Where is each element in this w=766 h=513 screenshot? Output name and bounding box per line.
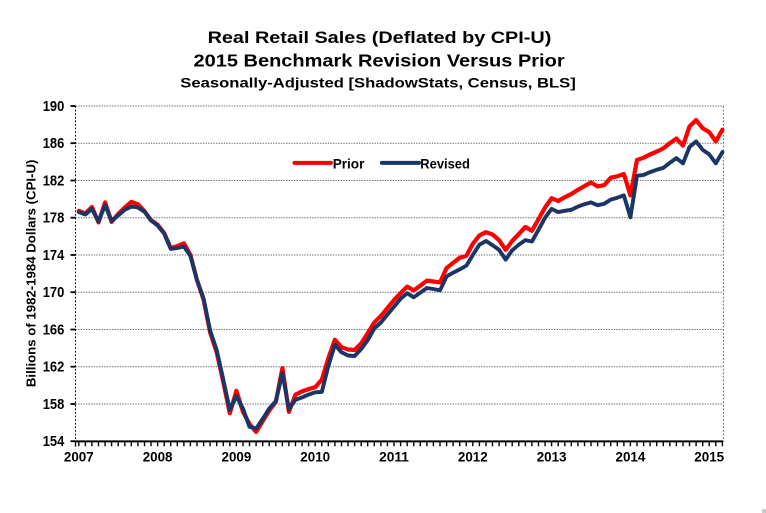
svg-text:158: 158: [43, 397, 65, 413]
svg-text:Prior: Prior: [333, 155, 365, 171]
svg-text:2014: 2014: [616, 449, 646, 465]
svg-text:182: 182: [43, 173, 65, 189]
svg-text:2008: 2008: [143, 449, 173, 465]
svg-text:2013: 2013: [537, 449, 567, 465]
svg-text:186: 186: [43, 136, 65, 152]
svg-text:2009: 2009: [222, 449, 252, 465]
svg-text:2012: 2012: [458, 449, 488, 465]
svg-text:190: 190: [43, 99, 65, 115]
svg-text:Revised: Revised: [420, 155, 470, 171]
svg-text:162: 162: [43, 360, 65, 376]
svg-text:178: 178: [43, 211, 65, 227]
svg-text:174: 174: [43, 248, 65, 264]
svg-text:Billions of 1982-1984 Dollars: Billions of 1982-1984 Dollars (CPI-U): [23, 160, 38, 388]
svg-text:2007: 2007: [64, 449, 94, 465]
svg-text:2011: 2011: [379, 449, 409, 465]
svg-text:154: 154: [43, 434, 65, 450]
svg-text:166: 166: [43, 322, 65, 338]
svg-text:2010: 2010: [300, 449, 330, 465]
svg-text:Seasonally-Adjusted [ShadowSta: Seasonally-Adjusted [ShadowStats, Census…: [180, 74, 576, 90]
svg-text:2015 Benchmark Revision Versus: 2015 Benchmark Revision Versus Prior: [194, 50, 565, 70]
svg-text:Real Retail Sales (Deflated by: Real Retail Sales (Deflated by CPI-U): [208, 28, 552, 47]
svg-text:2015: 2015: [694, 449, 724, 465]
svg-text:170: 170: [43, 285, 65, 301]
